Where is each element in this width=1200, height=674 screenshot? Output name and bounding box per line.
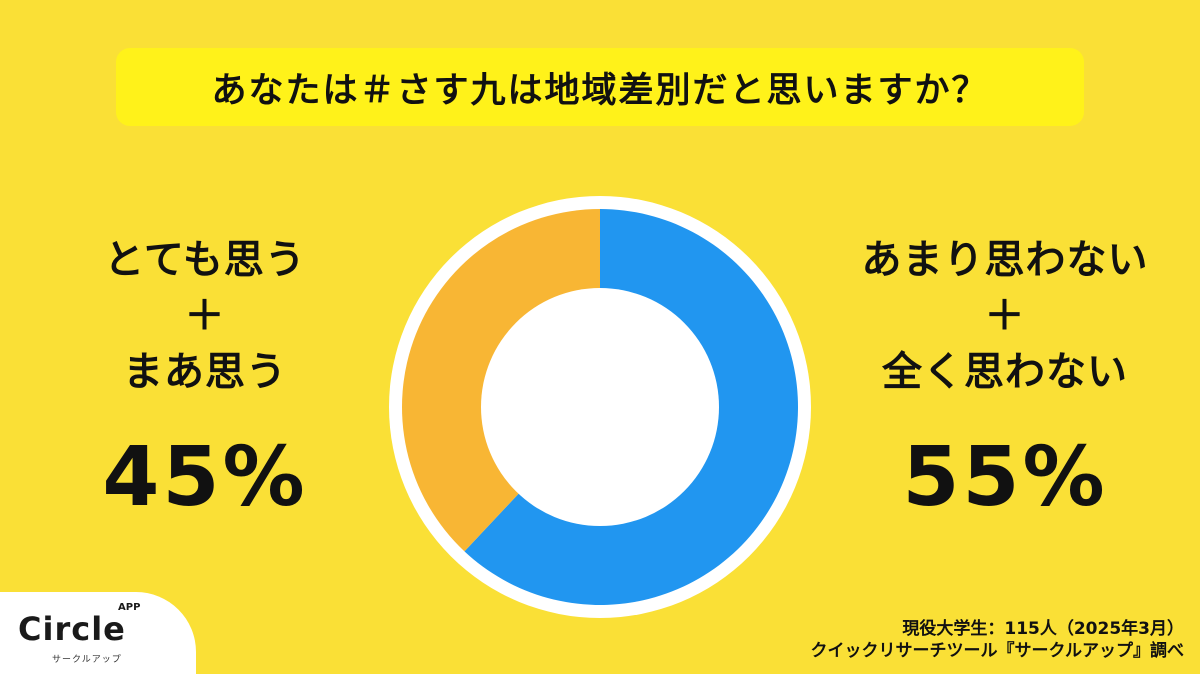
left-label-line2: まあ思う [123, 349, 287, 395]
source-note-line1: 現役大学生：115人（2025年3月） [902, 619, 1184, 639]
donut-hole [481, 288, 719, 526]
right-label-plus: ＋ [984, 293, 1026, 339]
right-label-line1: あまり思わない [861, 237, 1149, 283]
circle-app-logo: Circle APP サークルアップ [0, 592, 196, 674]
right-percent: 55% [902, 430, 1108, 525]
left-answer-group: とても思う ＋ まあ思う 45% [60, 232, 350, 526]
logo-wordmark: Circle [18, 610, 126, 648]
donut-chart [389, 196, 811, 618]
left-label-line1: とても思う [104, 237, 306, 283]
left-percent: 45% [102, 430, 308, 525]
source-note-line2: クイックリサーチツール『サークルアップ』調べ [810, 641, 1185, 661]
source-note: 現役大学生：115人（2025年3月） クイックリサーチツール『サークルアップ』… [811, 618, 1185, 662]
chart-title: あなたは＃さす九は地域差別だと思いますか？ [211, 70, 989, 111]
logo-subtitle: サークルアップ [52, 655, 122, 665]
title-banner: あなたは＃さす九は地域差別だと思いますか？ [116, 48, 1084, 126]
right-label-line2: 全く思わない [882, 349, 1128, 395]
logo-app-tag: APP [118, 602, 141, 613]
right-answer-group: あまり思わない ＋ 全く思わない 55% [830, 232, 1180, 526]
left-label-plus: ＋ [184, 293, 226, 339]
